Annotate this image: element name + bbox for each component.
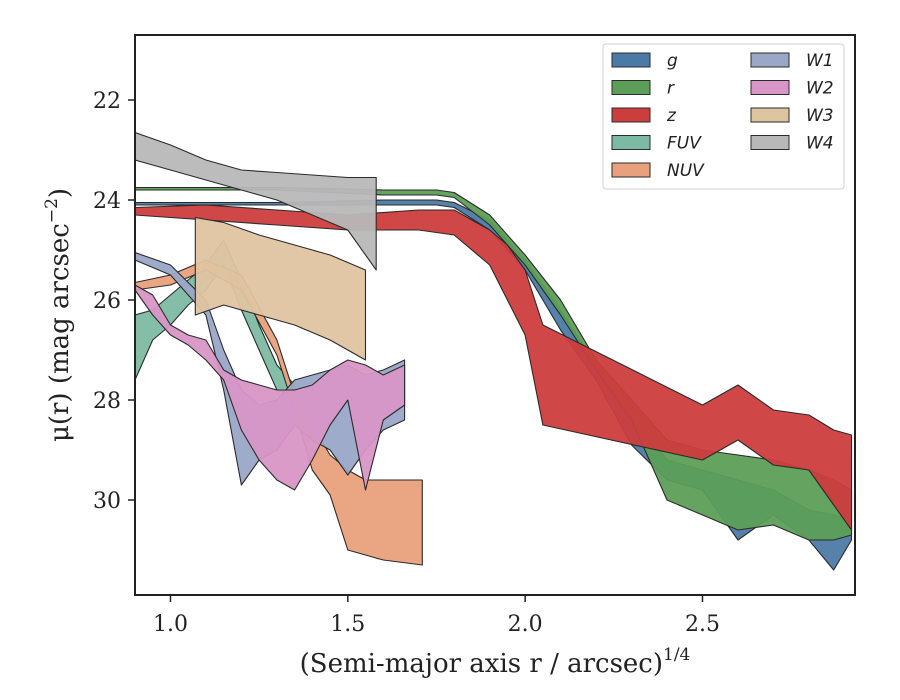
x-tick-label: 1.0: [153, 612, 188, 637]
legend-swatch-w3: [750, 107, 790, 123]
legend-swatch-w2: [750, 80, 790, 95]
band-z: [135, 204, 853, 531]
legend-swatch-r: [611, 80, 651, 95]
y-tick-label: 26: [93, 289, 121, 314]
legend-label-w4: W4: [806, 134, 834, 154]
legend-swatch-z: [611, 107, 651, 123]
legend-swatch-w4: [750, 135, 790, 150]
x-axis-label: (Semi-major axis r / arcsec)1/4: [300, 645, 691, 679]
y-axis-label: μ(r) (mag arcsec−2): [42, 188, 75, 442]
y-tick-label: 22: [93, 89, 121, 114]
plot-frame: [134, 34, 856, 596]
y-axis: 22 24 26 28 30: [93, 89, 135, 514]
x-tick-label: 1.5: [330, 612, 365, 637]
band-w2: [135, 284, 406, 491]
legend-label-w3: W3: [806, 106, 834, 126]
legend-label-w1: W1: [806, 51, 834, 71]
legend-swatch-g: [611, 52, 651, 68]
legend-label-nuv: NUV: [667, 161, 705, 181]
legend-label-r: r: [667, 79, 675, 99]
legend-label-fuv: FUV: [667, 134, 702, 154]
data-bands: [135, 131, 853, 571]
legend-swatch-fuv: [611, 135, 651, 150]
legend-label-z: z: [666, 106, 677, 126]
legend-swatch-nuv: [611, 162, 651, 178]
y-tick-label: 30: [93, 489, 121, 514]
legend-swatch-w1: [750, 52, 790, 68]
x-axis: 1.0 1.5 2.0 2.5: [153, 595, 720, 637]
legend-label-w2: W2: [806, 79, 834, 99]
y-tick-label: 28: [93, 389, 121, 414]
legend-label-g: g: [667, 51, 678, 71]
x-tick-label: 2.5: [685, 612, 720, 637]
y-tick-label: 24: [93, 189, 121, 214]
legend: grz FUV NUV W1 W2 W3 W4: [602, 43, 845, 190]
band-w3: [194, 216, 367, 361]
band-w4: [135, 131, 377, 271]
x-tick-label: 2.0: [508, 612, 543, 637]
